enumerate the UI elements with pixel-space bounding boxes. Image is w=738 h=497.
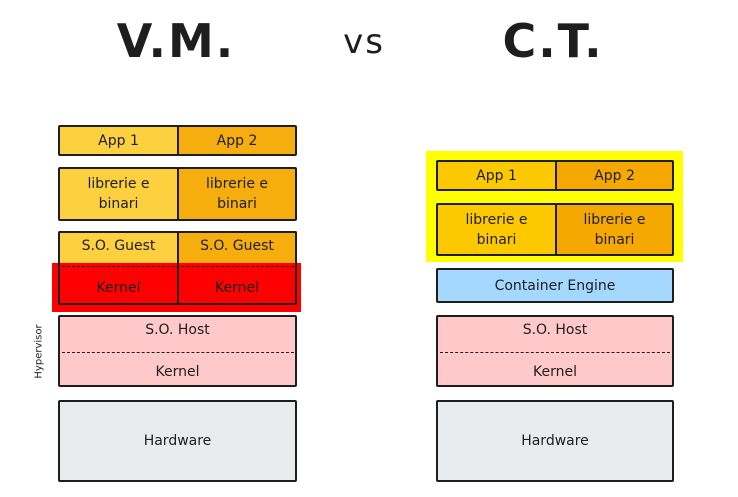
vm-guest1-fill [58,231,178,267]
vm-kernel1-label: Kernel [96,280,141,296]
vm-app2-box: App 2 [177,125,297,156]
vm-guest2-label: S.O. Guest [200,238,274,254]
ct-title: C.T. [502,14,604,68]
ct-libs2-box: librerie e binari [555,203,674,256]
vs-title: vs [343,22,385,62]
vm-host-box [58,315,297,387]
ct-hardware-box: Hardware [436,400,674,482]
hypervisor-label: Hypervisor [33,324,45,379]
vm-libs1-box: librerie e binari [58,167,179,221]
ct-app2-box: App 2 [555,160,674,191]
vm-hardware-box: Hardware [58,400,297,482]
vm-app1-box: App 1 [58,125,179,156]
vm-host-label: S.O. Host [145,322,210,338]
vm-guest1-label: S.O. Guest [81,238,156,254]
vm-guest2-box [177,231,297,305]
ct-host-label: S.O. Host [522,322,588,338]
vm-title: V.M. [116,14,236,68]
vm-guest-divider [62,266,294,267]
vm-host-kernel-label: Kernel [155,364,200,380]
ct-app1-box: App 1 [436,160,557,191]
ct-libs1-box: librerie e binari [436,203,557,256]
ct-host-box [436,315,674,387]
vm-kernel2-label: Kernel [215,280,259,296]
ct-host-divider [440,352,670,353]
vm-guest2-fill [177,231,297,267]
vm-host-divider [62,352,294,353]
container-engine-box: Container Engine [436,268,674,303]
vm-libs2-box: librerie e binari [177,167,297,221]
ct-host-kernel-label: Kernel [533,364,577,380]
